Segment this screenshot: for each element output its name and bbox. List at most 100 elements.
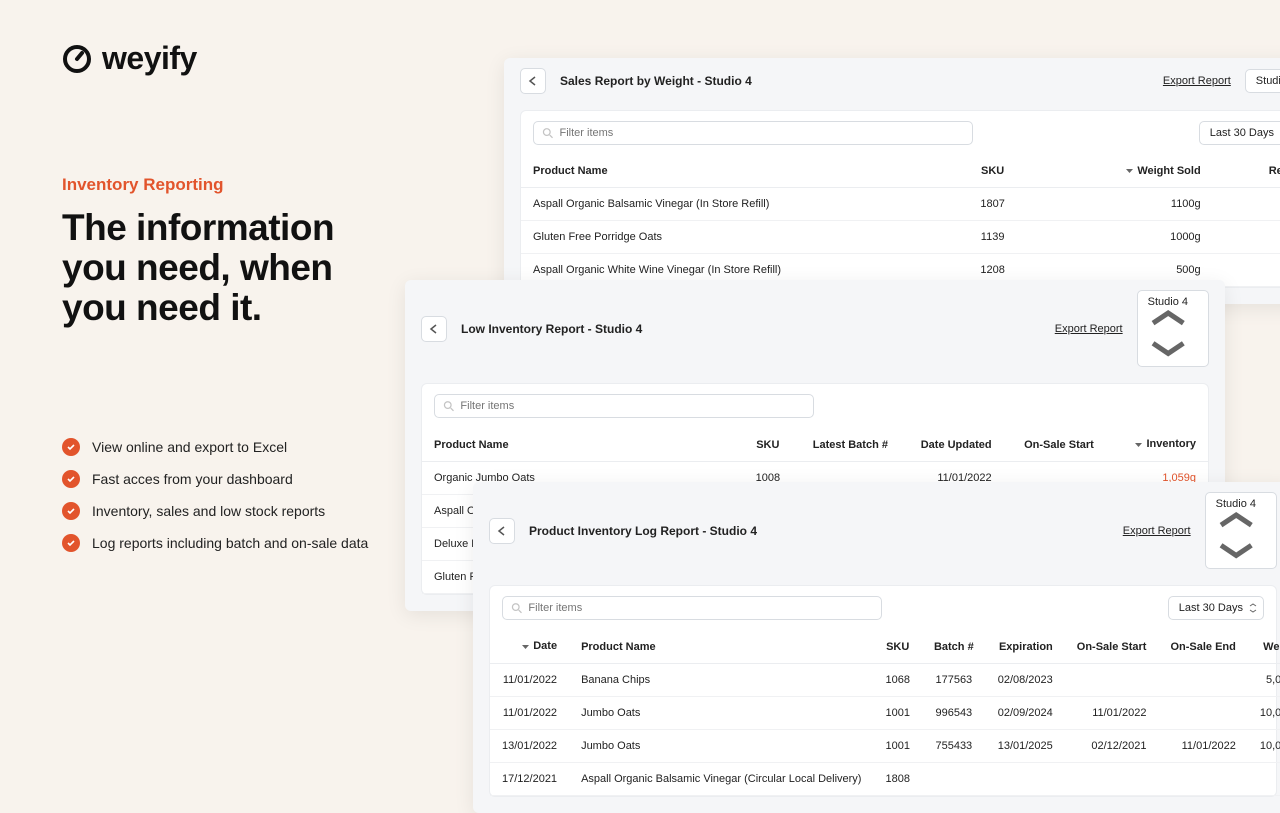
col-updated[interactable]: Date Updated [901,428,1003,461]
brand-logo: weyify [62,40,197,77]
cell-sku: 1139 [945,221,1039,254]
bullet-text: View online and export to Excel [92,439,287,455]
filter-input[interactable] [528,602,873,614]
updown-icon [1216,510,1256,560]
cell-start: 02/12/2021 [1065,729,1159,762]
cell-start [1065,762,1159,795]
col-product[interactable]: Product Name [569,630,873,663]
logo-mark-icon [62,44,92,74]
studio-select[interactable]: Studio [1245,69,1280,93]
col-onsale-start[interactable]: On-Sale Start [1065,630,1159,663]
table-row[interactable]: 17/12/2021 Aspall Organic Balsamic Vineg… [490,762,1280,795]
sales-report-panel: Sales Report by Weight - Studio 4 Export… [504,58,1280,304]
cell-exp: 02/09/2024 [986,696,1065,729]
cell-batch: 996543 [922,696,986,729]
col-sku[interactable]: SKU [873,630,921,663]
cell-sku: 1807 [945,188,1039,221]
cell-end [1158,762,1247,795]
search-icon [542,127,554,139]
back-button[interactable] [520,68,546,94]
cell-sku: 1068 [873,663,921,696]
col-batch[interactable]: Batch # [922,630,986,663]
report-card: Last 30 Days Date Product Name SKU Batch… [489,585,1277,796]
export-report-link[interactable]: Export Report [1123,525,1191,537]
cell-weight: 10,000g [1248,729,1280,762]
cell-sku: 1001 [873,729,921,762]
date-range-select[interactable]: Last 30 Days [1199,121,1280,145]
date-range-select[interactable]: Last 30 Days [1168,596,1264,620]
export-report-link[interactable]: Export Report [1055,323,1123,335]
cell-revenue [1213,221,1280,254]
col-onsale-end[interactable]: On-Sale End [1158,630,1247,663]
table-row[interactable]: 11/01/2022 Banana Chips 1068 177563 02/0… [490,663,1280,696]
col-batch[interactable]: Latest Batch # [799,428,901,461]
col-weight[interactable]: Weight [1248,630,1280,663]
panel-title: Sales Report by Weight - Studio 4 [560,74,752,88]
cell-batch [922,762,986,795]
col-onsale-start[interactable]: On-Sale Start [1004,428,1106,461]
feature-bullets: View online and export to Excel Fast acc… [62,438,368,552]
cell-product: Jumbo Oats [569,729,873,762]
cell-revenue [1213,188,1280,221]
filter-input-wrap[interactable] [533,121,973,145]
check-icon [62,502,80,520]
studio-select[interactable]: Studio 4 [1137,290,1209,367]
cell-product: Aspall Organic Balsamic Vinegar (In Stor… [521,188,945,221]
table-row[interactable]: 11/01/2022 Jumbo Oats 1001 996543 02/09/… [490,696,1280,729]
search-icon [511,602,522,614]
cell-weight: 5,000g [1248,663,1280,696]
cell-exp [986,762,1065,795]
cell-start: 11/01/2022 [1065,696,1159,729]
col-sku[interactable]: SKU [945,155,1039,188]
panel-header: Product Inventory Log Report - Studio 4 … [473,482,1280,579]
bullet-item: Log reports including batch and on-sale … [62,534,368,552]
col-revenue[interactable]: Reve [1213,155,1280,188]
sort-desc-icon [1126,165,1133,177]
bullet-text: Log reports including batch and on-sale … [92,535,368,551]
studio-select-label: Studio [1256,75,1280,87]
col-product[interactable]: Product Name [521,155,945,188]
cell-end [1158,696,1247,729]
col-date[interactable]: Date [490,630,569,663]
back-button[interactable] [421,316,447,342]
cell-date: 17/12/2021 [490,762,569,795]
brand-name: weyify [102,40,197,77]
col-inventory[interactable]: Inventory [1106,428,1208,461]
sort-desc-icon [1135,439,1142,451]
cell-date: 13/01/2022 [490,729,569,762]
date-range-label: Last 30 Days [1210,127,1274,139]
hero-headline: The information you need, when you need … [62,208,382,328]
bullet-item: Inventory, sales and low stock reports [62,502,368,520]
bullet-item: Fast acces from your dashboard [62,470,368,488]
filter-input[interactable] [560,127,965,139]
cell-exp: 02/08/2023 [986,663,1065,696]
table-row[interactable]: Aspall Organic Balsamic Vinegar (In Stor… [521,188,1280,221]
inventory-log-table: Date Product Name SKU Batch # Expiration… [490,630,1280,795]
report-card: Last 30 Days Product Name SKU Weight Sol… [520,110,1280,288]
filter-input[interactable] [460,400,805,412]
cell-weight: 1000g [1040,221,1213,254]
bullet-text: Inventory, sales and low stock reports [92,503,325,519]
filter-input-wrap[interactable] [502,596,882,620]
col-expiration[interactable]: Expiration [986,630,1065,663]
sort-desc-icon [522,641,529,653]
check-icon [62,534,80,552]
col-sku[interactable]: SKU [736,428,799,461]
cell-sku: 1001 [873,696,921,729]
cell-weight: 10,000g [1248,696,1280,729]
check-icon [62,438,80,456]
export-report-link[interactable]: Export Report [1163,75,1231,87]
studio-select[interactable]: Studio 4 [1205,492,1277,569]
cell-batch: 177563 [922,663,986,696]
col-weight-sold[interactable]: Weight Sold [1040,155,1213,188]
cell-weight [1248,762,1280,795]
table-row[interactable]: 13/01/2022 Jumbo Oats 1001 755433 13/01/… [490,729,1280,762]
filter-input-wrap[interactable] [434,394,814,418]
cell-date: 11/01/2022 [490,696,569,729]
panel-header: Low Inventory Report - Studio 4 Export R… [405,280,1225,377]
inventory-log-panel: Product Inventory Log Report - Studio 4 … [473,482,1280,813]
back-button[interactable] [489,518,515,544]
col-product[interactable]: Product Name [422,428,736,461]
table-row[interactable]: Gluten Free Porridge Oats 1139 1000g [521,221,1280,254]
bullet-text: Fast acces from your dashboard [92,471,293,487]
